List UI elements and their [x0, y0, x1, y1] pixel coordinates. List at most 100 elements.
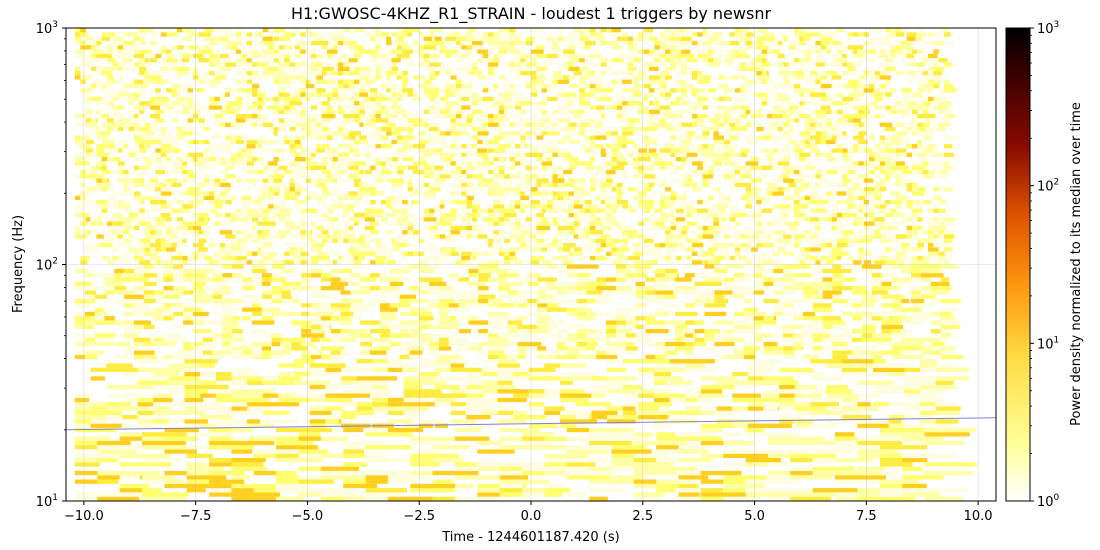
heatmap-cell	[922, 255, 930, 261]
heatmap-cell	[890, 200, 903, 205]
heatmap-cell	[257, 230, 265, 235]
heatmap-cell	[209, 135, 220, 140]
heatmap-cell	[231, 496, 280, 501]
heatmap-cell	[606, 341, 624, 347]
heatmap-cell	[901, 135, 908, 140]
heatmap-cell	[413, 118, 423, 123]
heatmap-cell	[155, 165, 168, 170]
heatmap-cell	[836, 191, 847, 196]
heatmap-cell	[702, 225, 713, 231]
heatmap-cell	[684, 290, 705, 295]
heatmap-cell	[632, 247, 644, 252]
heatmap-cell	[659, 195, 671, 200]
heatmap-cell	[938, 217, 948, 222]
heatmap-cell	[879, 496, 916, 501]
heatmap-cell	[183, 341, 192, 347]
heatmap-cell	[325, 406, 341, 411]
heatmap-cell	[271, 333, 281, 338]
heatmap-cell	[520, 174, 529, 179]
heatmap-cell	[841, 406, 879, 411]
heatmap-cell	[305, 96, 311, 102]
heatmap-cell	[547, 148, 559, 153]
heatmap-cell	[155, 92, 161, 97]
heatmap-cell	[655, 290, 674, 295]
heatmap-cell	[137, 367, 173, 372]
heatmap-cell	[734, 118, 740, 123]
heatmap-cell	[745, 458, 781, 463]
heatmap-cell	[520, 139, 526, 145]
heatmap-cell	[822, 294, 840, 299]
heatmap-cell	[895, 212, 905, 218]
heatmap-cell	[895, 255, 905, 261]
heatmap-cell	[675, 204, 684, 209]
heatmap-cell	[654, 389, 669, 394]
heatmap-cell	[911, 247, 924, 252]
heatmap-cell	[343, 131, 351, 136]
heatmap-cell	[74, 174, 83, 179]
heatmap-cell	[445, 247, 454, 252]
heatmap-cell	[790, 466, 835, 471]
heatmap-cell	[552, 169, 557, 175]
heatmap-cell	[611, 208, 616, 213]
heatmap-cell	[253, 449, 305, 454]
heatmap-cell	[895, 234, 909, 239]
heatmap-cell	[793, 221, 799, 226]
heatmap-cell	[504, 221, 515, 226]
heatmap-cell	[885, 169, 897, 175]
heatmap-cell	[901, 337, 915, 342]
heatmap-cell	[622, 105, 635, 110]
heatmap-cell	[370, 298, 386, 304]
heatmap-cell	[740, 114, 748, 119]
heatmap-cell	[128, 118, 138, 123]
heatmap-cell	[607, 367, 627, 372]
heatmap-cell	[439, 144, 448, 149]
heatmap-cell	[94, 307, 104, 312]
heatmap-cell	[686, 144, 697, 149]
heatmap-cell	[514, 200, 525, 205]
heatmap-cell	[645, 298, 664, 304]
heatmap-cell	[611, 427, 634, 433]
heatmap-cell	[493, 187, 504, 192]
heatmap-cell	[560, 380, 573, 385]
heatmap-cell	[466, 380, 491, 385]
heatmap-cell	[670, 204, 680, 209]
heatmap-cell	[517, 303, 529, 308]
heatmap-cell	[439, 221, 452, 226]
heatmap-cell	[231, 462, 264, 467]
heatmap-cell	[881, 329, 895, 334]
heatmap-cell	[885, 161, 891, 166]
heatmap-cell	[225, 251, 234, 256]
heatmap-cell	[407, 200, 413, 205]
heatmap-cell	[579, 230, 586, 235]
heatmap-cell	[160, 144, 170, 149]
heatmap-cell	[753, 273, 763, 278]
heatmap-cell	[802, 298, 824, 304]
heatmap-cell	[656, 449, 699, 454]
heatmap-cell	[278, 380, 296, 385]
heatmap-cell	[386, 165, 393, 170]
heatmap-cell	[783, 281, 800, 286]
heatmap-cell	[198, 139, 206, 145]
heatmap-cell	[360, 341, 372, 347]
heatmap-cell	[466, 152, 478, 157]
heatmap-cell	[509, 122, 516, 127]
heatmap-cell	[153, 294, 171, 299]
heatmap-cell	[576, 264, 599, 269]
heatmap-cell	[166, 157, 171, 162]
heatmap-cell	[815, 195, 826, 200]
heatmap-cell	[301, 281, 311, 286]
heatmap-cell	[924, 453, 957, 458]
heatmap-cell	[625, 341, 634, 347]
heatmap-cell	[399, 354, 410, 360]
heatmap-cell	[890, 165, 903, 170]
heatmap-cell	[740, 152, 748, 157]
heatmap-cell	[150, 243, 162, 248]
heatmap-cell	[835, 436, 875, 441]
heatmap-cell	[423, 126, 435, 132]
heatmap-cell	[944, 135, 956, 140]
heatmap-cell	[563, 200, 570, 205]
heatmap-cell	[635, 337, 653, 342]
heatmap-cell	[246, 251, 252, 256]
heatmap-cell	[645, 294, 659, 299]
heatmap-cell	[537, 346, 547, 351]
